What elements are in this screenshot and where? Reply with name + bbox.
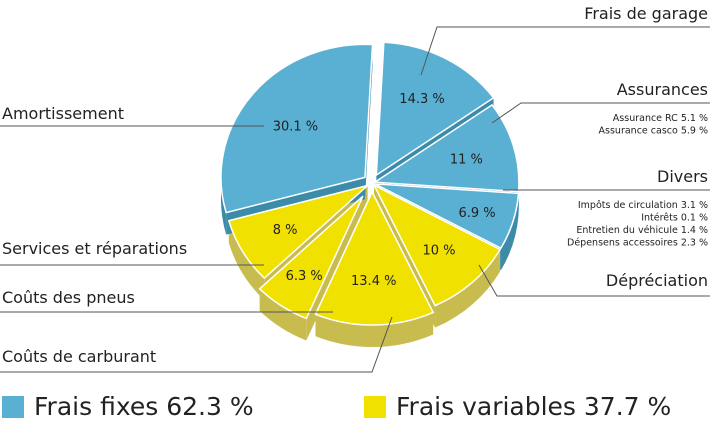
category-detail-label: Impôts de circulation 3.1 %: [578, 200, 708, 211]
category-detail-label: Dépensens accessoires 2.3 %: [567, 238, 708, 249]
legend-label-variable: Frais variables 37.7 %: [396, 392, 671, 421]
category-detail-label: Intérêts 0.1 %: [641, 213, 708, 224]
category-label: Coûts de carburant: [2, 347, 156, 366]
slice-value-label: 8 %: [273, 223, 298, 238]
slice-value-label: 13.4 %: [351, 274, 396, 289]
legend-label-fixed: Frais fixes 62.3 %: [34, 392, 254, 421]
category-label: Dépréciation: [606, 271, 708, 290]
slice-value-label: 6.9 %: [458, 206, 495, 221]
slice-value-label: 11 %: [450, 152, 483, 167]
category-detail-label: Entretien du véhicule 1.4 %: [576, 225, 708, 236]
category-label: Services et réparations: [2, 239, 187, 258]
legend-item-variable: Frais variables 37.7 %: [364, 392, 671, 421]
category-label: Amortissement: [2, 104, 124, 123]
slice-value-label: 6.3 %: [286, 269, 323, 284]
category-label: Divers: [657, 167, 708, 186]
category-label: Assurances: [617, 80, 708, 99]
slice-value-label: 10 %: [422, 243, 455, 258]
category-label: Coûts des pneus: [2, 288, 135, 307]
slice-value-label: 14.3 %: [399, 92, 444, 107]
slice-value-label: 30.1 %: [273, 120, 318, 135]
legend-item-fixed: Frais fixes 62.3 %: [2, 392, 254, 421]
callout-line: [421, 27, 710, 75]
category-detail-label: Assurance RC 5.1 %: [613, 113, 708, 124]
category-detail-label: Assurance casco 5.9 %: [599, 126, 708, 137]
category-label: Frais de garage: [584, 4, 708, 23]
legend-swatch-fixed: [2, 396, 24, 418]
legend-swatch-variable: [364, 396, 386, 418]
